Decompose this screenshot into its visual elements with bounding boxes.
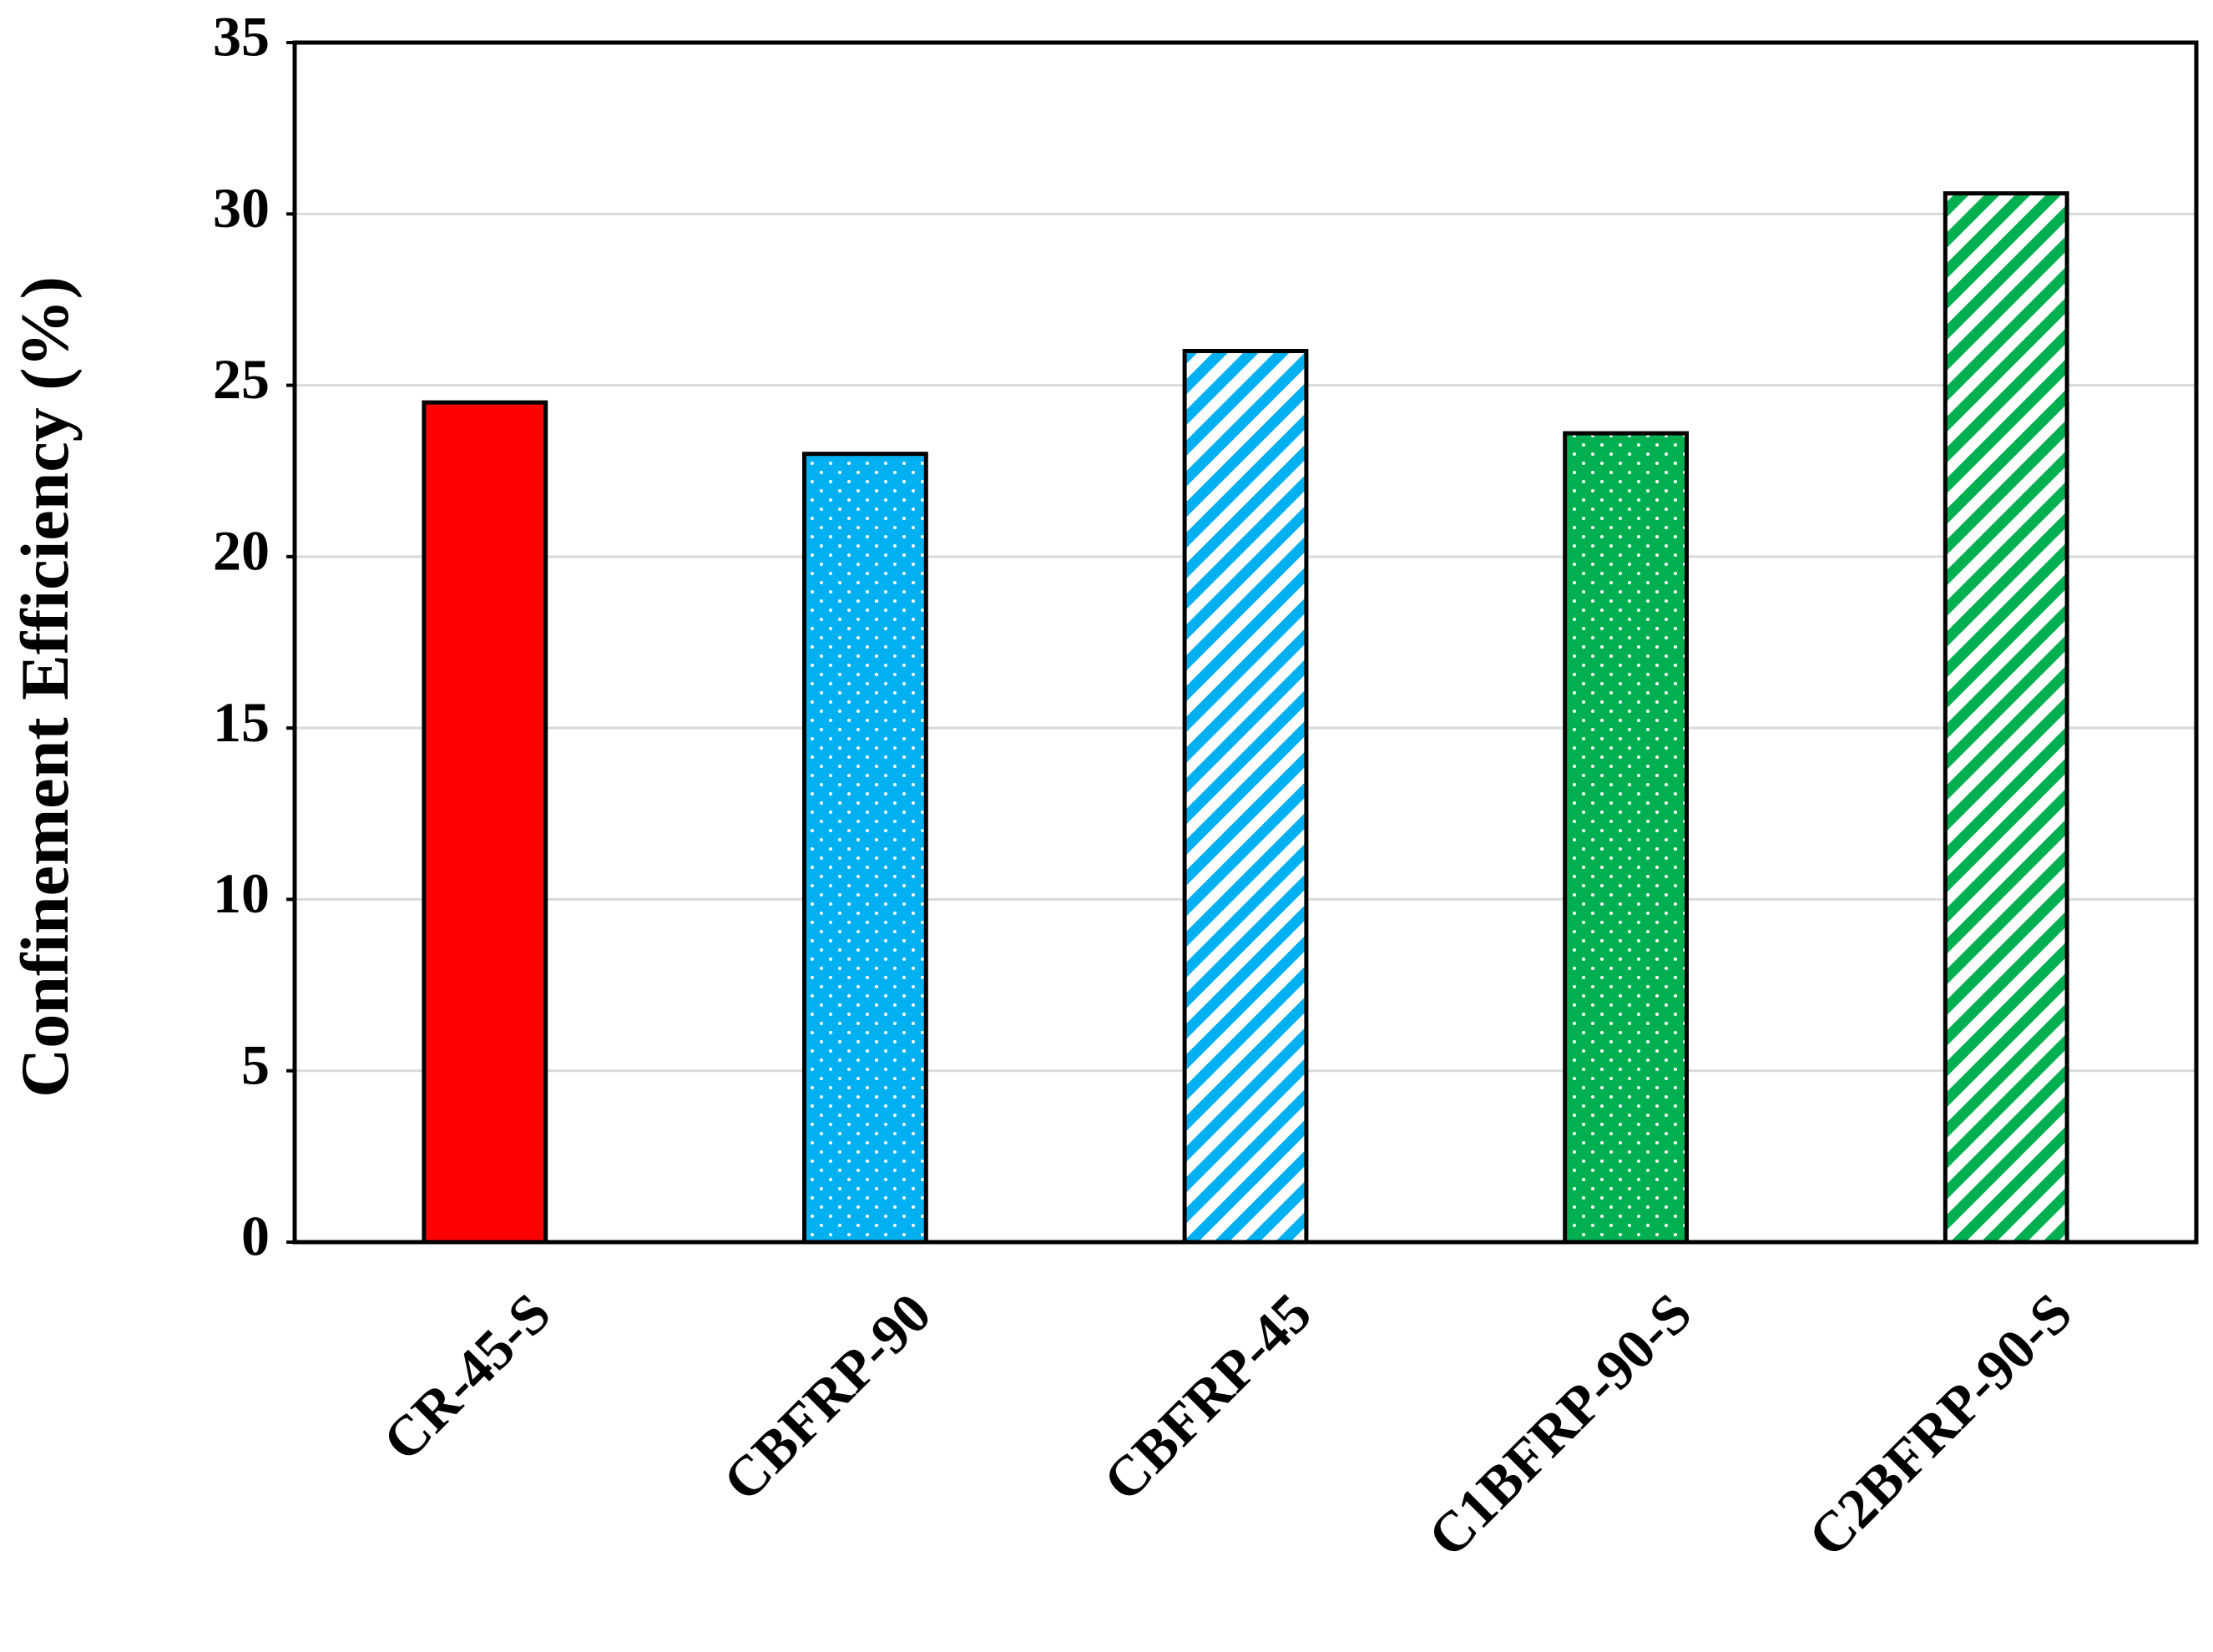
bar bbox=[422, 400, 548, 1245]
bar bbox=[1182, 349, 1309, 1245]
y-tick-label: 15 bbox=[213, 690, 270, 754]
y-axis-label: Confinement Efficiency (%) bbox=[7, 276, 83, 1098]
bar bbox=[802, 452, 928, 1245]
y-tick-label: 10 bbox=[213, 861, 270, 925]
y-tick-label: 30 bbox=[213, 176, 270, 240]
y-tick-label: 0 bbox=[241, 1205, 270, 1268]
plot-frame bbox=[292, 40, 2199, 1245]
x-tick-label: C1BFRP-90-S bbox=[1416, 1281, 1704, 1569]
y-tick-label: 35 bbox=[213, 5, 270, 68]
y-tick-label: 20 bbox=[213, 518, 270, 582]
y-tick-label: 25 bbox=[213, 347, 270, 411]
x-tick-label: CBFRP-90 bbox=[710, 1281, 942, 1513]
x-tick-label: CBFRP-45 bbox=[1091, 1281, 1323, 1513]
bar bbox=[1563, 431, 1689, 1245]
bar bbox=[1943, 191, 2069, 1245]
x-tick-label: CR-45-S bbox=[371, 1281, 563, 1473]
x-tick-label: C2BFRP-90-S bbox=[1796, 1281, 2084, 1569]
y-tick-label: 5 bbox=[241, 1033, 270, 1096]
